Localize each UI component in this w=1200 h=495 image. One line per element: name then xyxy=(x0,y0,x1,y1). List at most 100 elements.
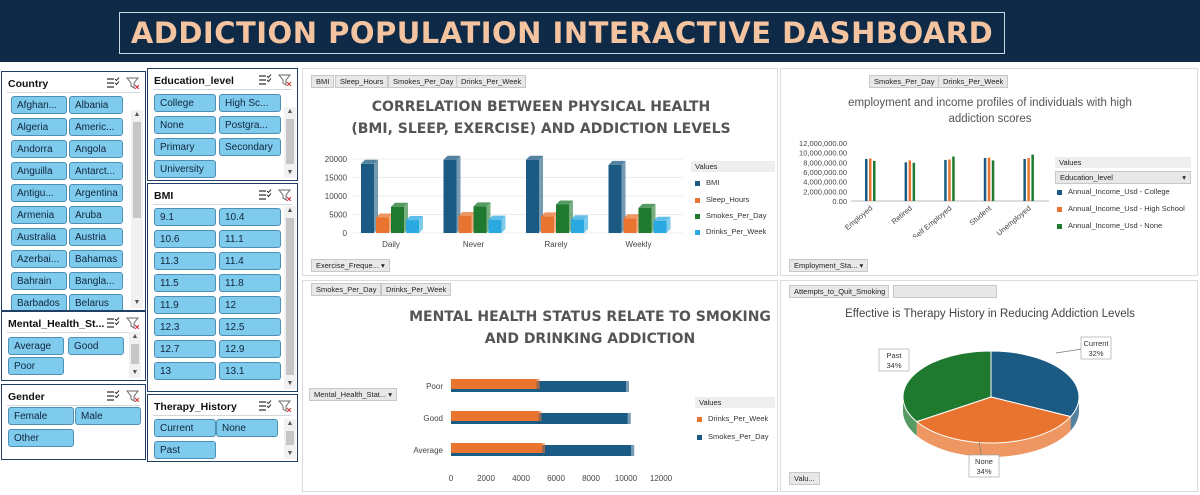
clear-filter-icon[interactable] xyxy=(277,188,293,202)
multi-select-icon[interactable] xyxy=(105,316,121,330)
bar[interactable] xyxy=(1031,154,1034,201)
clear-filter-icon[interactable] xyxy=(125,389,141,403)
bar[interactable] xyxy=(983,157,987,201)
slicer-item[interactable]: 9.1 xyxy=(154,208,216,226)
slicer-item[interactable]: Good xyxy=(68,337,124,355)
bar[interactable] xyxy=(991,160,995,201)
field-button-drinks[interactable]: Drinks_Per_Week xyxy=(381,283,452,296)
slicer-item[interactable]: 10.4 xyxy=(219,208,281,226)
slicer-item[interactable]: University xyxy=(154,160,216,178)
field-button-bmi[interactable]: BMI xyxy=(311,75,335,88)
slicer-item[interactable]: 10.6 xyxy=(154,230,216,248)
scroll-up-icon[interactable]: ▲ xyxy=(133,111,141,118)
bar[interactable] xyxy=(908,160,912,201)
bar[interactable] xyxy=(948,159,951,201)
field-button-empty[interactable] xyxy=(893,285,997,298)
bar[interactable] xyxy=(638,207,652,233)
slicer-item[interactable]: Bahrain xyxy=(11,272,67,290)
scroll-thumb[interactable] xyxy=(286,218,294,375)
slicer-item[interactable]: Antarct... xyxy=(69,162,123,180)
slicer-item[interactable]: Female xyxy=(8,407,74,425)
slicer-item[interactable]: Average xyxy=(8,337,64,355)
scroll-down-icon[interactable]: ▼ xyxy=(133,299,141,306)
bar[interactable] xyxy=(451,411,539,421)
scroll-thumb[interactable] xyxy=(286,119,294,164)
slicer-item[interactable]: Andorra xyxy=(11,140,67,158)
pie-slice[interactable] xyxy=(902,350,992,423)
slicer-item[interactable]: Aruba xyxy=(69,206,123,224)
slicer-item[interactable]: 12.3 xyxy=(154,318,216,336)
field-button-smokes[interactable]: Smokes_Per_Day xyxy=(869,75,940,88)
field-button-sleep[interactable]: Sleep_Hours xyxy=(335,75,389,88)
slicer-item[interactable]: Current xyxy=(154,419,216,437)
field-button-drinks[interactable]: Drinks_Per_Week xyxy=(456,75,527,88)
scroll-down-icon[interactable]: ▼ xyxy=(286,450,294,457)
bar[interactable] xyxy=(556,204,569,233)
slicer-item[interactable]: Poor xyxy=(8,357,64,375)
field-button-smokes[interactable]: Smokes_Per_Day xyxy=(311,283,382,296)
bar[interactable] xyxy=(473,206,487,233)
bar[interactable] xyxy=(865,158,868,201)
bar[interactable] xyxy=(451,443,542,453)
scroll-down-icon[interactable]: ▼ xyxy=(286,169,294,176)
field-button-drinks[interactable]: Drinks_Per_Week xyxy=(938,75,1009,88)
axis-field-mental-health[interactable]: Mental_Health_Stat... ▾ xyxy=(309,388,397,401)
bar[interactable] xyxy=(623,218,637,233)
slicer-scrollbar[interactable]: ▲ ▼ xyxy=(129,332,141,378)
bar[interactable] xyxy=(391,206,404,233)
scroll-thumb[interactable] xyxy=(286,431,294,445)
field-button-attempts[interactable]: Attempts_to_Quit_Smoking xyxy=(789,285,889,298)
bar[interactable] xyxy=(869,158,872,201)
scroll-up-icon[interactable]: ▲ xyxy=(286,108,294,115)
slicer-item[interactable]: Algeria xyxy=(11,118,67,136)
bar[interactable] xyxy=(443,159,457,233)
chart1-legend-title[interactable]: Values xyxy=(691,161,775,172)
slicer-item[interactable]: Secondary xyxy=(219,138,281,156)
slicer-item[interactable]: Americ... xyxy=(69,118,123,136)
slicer-item[interactable]: 12 xyxy=(219,296,281,314)
slicer-item[interactable]: Afghan... xyxy=(11,96,67,114)
scroll-up-icon[interactable]: ▲ xyxy=(131,333,139,340)
bar[interactable] xyxy=(451,379,537,389)
multi-select-icon[interactable] xyxy=(257,73,273,87)
legend-filter-education[interactable]: Education_level ▾ xyxy=(1055,171,1191,184)
slicer-scrollbar[interactable]: ▲ ▼ xyxy=(131,110,143,308)
slicer-item[interactable]: 11.4 xyxy=(219,252,281,270)
slicer-item[interactable]: Angola xyxy=(69,140,123,158)
multi-select-icon[interactable] xyxy=(257,188,273,202)
scroll-down-icon[interactable]: ▼ xyxy=(286,380,294,387)
slicer-item[interactable]: Azerbai... xyxy=(11,250,67,268)
slicer-item[interactable]: High Sc... xyxy=(219,94,281,112)
slicer-item[interactable]: College xyxy=(154,94,216,112)
slicer-item[interactable]: 11.8 xyxy=(219,274,281,292)
bar[interactable] xyxy=(1023,158,1026,201)
slicer-item[interactable]: 11.3 xyxy=(154,252,216,270)
pie-slice[interactable] xyxy=(915,396,1072,444)
bar[interactable] xyxy=(1027,157,1030,201)
bar[interactable] xyxy=(488,219,502,233)
chart3-legend-title[interactable]: Values xyxy=(695,397,775,408)
bar[interactable] xyxy=(571,219,584,233)
slicer-item[interactable]: Armenia xyxy=(11,206,67,224)
slicer-item[interactable]: Other xyxy=(8,429,74,447)
slicer-item[interactable]: Postgra... xyxy=(219,116,281,134)
scroll-up-icon[interactable]: ▲ xyxy=(286,207,294,214)
slicer-item[interactable]: Antigu... xyxy=(11,184,67,202)
clear-filter-icon[interactable] xyxy=(277,73,293,87)
slicer-item[interactable]: 13 xyxy=(154,362,216,380)
slicer-item[interactable]: 11.1 xyxy=(219,230,281,248)
multi-select-icon[interactable] xyxy=(105,76,121,90)
slicer-scrollbar[interactable]: ▲ ▼ xyxy=(284,419,296,459)
slicer-item[interactable]: Past xyxy=(154,441,216,459)
slicer-item[interactable]: Bangla... xyxy=(69,272,123,290)
slicer-item[interactable]: 13.1 xyxy=(219,362,281,380)
pie-slice[interactable] xyxy=(990,350,1080,418)
clear-filter-icon[interactable] xyxy=(125,316,141,330)
bar[interactable] xyxy=(873,160,876,201)
clear-filter-icon[interactable] xyxy=(125,76,141,90)
bar[interactable] xyxy=(904,162,908,201)
bar[interactable] xyxy=(608,164,622,233)
slicer-item[interactable]: 12.7 xyxy=(154,340,216,358)
slicer-item[interactable]: Primary xyxy=(154,138,216,156)
axis-field-employment[interactable]: Employment_Sta... ▾ xyxy=(789,259,869,272)
